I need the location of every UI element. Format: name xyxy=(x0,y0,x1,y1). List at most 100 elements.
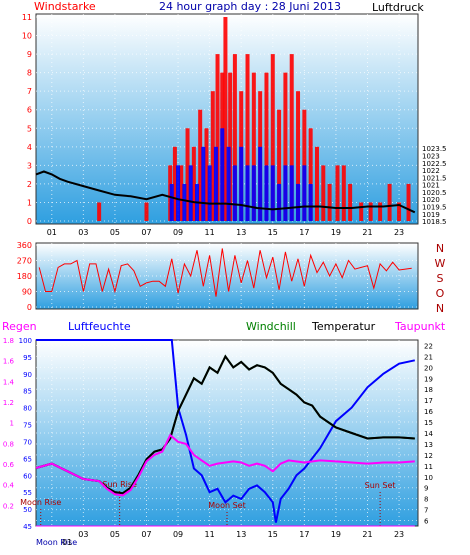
wind-bar xyxy=(397,202,402,221)
wind-direction-line xyxy=(38,248,412,297)
temp-tick-label: 20 xyxy=(424,364,433,372)
wind-tick-label: 4 xyxy=(27,143,32,152)
wind-bar xyxy=(341,165,346,221)
temp-tick-label: 21 xyxy=(424,353,433,361)
gust-bar xyxy=(302,165,307,221)
regen-tick-label: 1.6 xyxy=(3,358,15,366)
wind-bar xyxy=(210,91,215,221)
gust-bar xyxy=(188,165,193,221)
moon-rise-label: Moon Rise xyxy=(20,498,61,507)
regen-tick-label: 0.8 xyxy=(3,440,14,448)
wind-bar xyxy=(204,128,209,221)
gust-bar xyxy=(258,146,263,221)
wind-tick-label: 5 xyxy=(27,124,32,133)
pressure-line-group xyxy=(35,170,416,214)
wind-bar xyxy=(368,202,373,221)
wind-bar xyxy=(327,183,332,221)
regen-tick-label: 1.4 xyxy=(3,378,15,386)
wind-tick-label: 9 xyxy=(27,50,32,59)
regen-tick-label: 1.8 xyxy=(3,337,14,345)
regen-tick-label: 0.6 xyxy=(3,461,15,469)
temperature-x-tick-label: 03 xyxy=(78,530,88,539)
wind-bar xyxy=(179,165,184,221)
temp-tick-label: 18 xyxy=(424,386,433,394)
compass-letter: S xyxy=(437,272,444,285)
temp-tick-label: 14 xyxy=(424,430,433,438)
humidity-tick-label: 50 xyxy=(23,506,32,514)
gust-bar xyxy=(264,165,269,221)
wind-x-tick-label: 15 xyxy=(268,228,278,237)
humidity-tick-label: 75 xyxy=(23,422,32,430)
temperature-x-tick-label: 23 xyxy=(394,530,404,539)
wind-axis-label: Windstarke xyxy=(34,0,96,13)
pressure-tick-label: 1020.5 xyxy=(422,189,447,197)
wind-bar xyxy=(348,183,353,221)
regen-tick-label: 1.2 xyxy=(3,399,14,407)
temperature-x-tick-label: 17 xyxy=(299,530,309,539)
sun-rise-label: Sun Rise xyxy=(102,480,137,489)
legend-luftfeuchte: Luftfeuchte xyxy=(68,320,131,333)
temperatur-line xyxy=(35,354,415,495)
temp-tick-label: 12 xyxy=(424,452,433,460)
direction-tick-label: 90 xyxy=(22,288,32,297)
regen-tick-label: 0.2 xyxy=(3,502,14,510)
direction-tick-label: 270 xyxy=(17,257,32,266)
humidity-tick-label: 80 xyxy=(23,405,32,413)
wind-bar xyxy=(97,202,102,221)
direction-y-ticks: 0 90 180 270 360 xyxy=(17,241,32,312)
temperature-x-tick-label: 05 xyxy=(110,530,120,539)
compass-letter: O xyxy=(436,287,445,300)
wind-bar xyxy=(232,54,237,221)
humidity-tick-label: 45 xyxy=(23,523,32,531)
luftfeuchte-line xyxy=(36,339,416,523)
humidity-tick-label: 70 xyxy=(23,438,32,446)
pressure-line xyxy=(35,170,416,214)
wind-x-tick-label: 19 xyxy=(331,228,341,237)
regen-tick-label: 0.4 xyxy=(3,482,15,490)
wind-x-tick-label: 07 xyxy=(141,228,151,237)
gust-bar xyxy=(308,183,313,221)
wind-bar xyxy=(172,146,177,221)
wind-tick-label: 11 xyxy=(22,13,32,22)
humidity-tick-label: 65 xyxy=(23,455,32,463)
wind-bar xyxy=(314,146,319,221)
humidity-y-ticks: 45 50 55 60 65 70 75 80 85 90 95 100 xyxy=(19,337,32,531)
regen-tick-label: 1 xyxy=(10,420,14,428)
pressure-tick-label: 1022 xyxy=(422,167,440,175)
gust-bar xyxy=(283,165,288,221)
temp-tick-label: 7 xyxy=(424,507,428,515)
gust-bar xyxy=(239,146,244,221)
gust-bar xyxy=(220,128,225,221)
wind-tick-label: 7 xyxy=(27,87,32,96)
wind-x-tick-label: 17 xyxy=(299,228,309,237)
direction-tick-label: 0 xyxy=(27,303,32,312)
temp-y-ticks: 6 7 8 9 10 11 12 13 14 15 16 17 18 19 20 21 22 xyxy=(424,342,433,525)
temp-tick-label: 13 xyxy=(424,441,433,449)
pressure-tick-label: 1021.5 xyxy=(422,174,447,182)
wind-bar xyxy=(406,183,411,221)
direction-tick-label: 360 xyxy=(17,241,32,250)
wind-x-tick-label: 03 xyxy=(78,228,88,237)
wind-x-ticks: 01 03 05 07 09 11 13 15 17 19 21 23 xyxy=(47,228,404,237)
wind-bar xyxy=(245,54,250,221)
temp-tick-label: 11 xyxy=(424,463,433,471)
wind-bar xyxy=(198,109,203,221)
wind-tick-label: 1 xyxy=(27,198,32,207)
gust-bar xyxy=(169,183,174,221)
pressure-tick-label: 1019 xyxy=(422,211,440,219)
gust-bar xyxy=(270,165,275,221)
wind-direction-plot-area xyxy=(35,242,419,310)
moon-rise-bottom-label: Moon Rise xyxy=(36,538,77,547)
wind-x-tick-label: 21 xyxy=(362,228,372,237)
temperature-x-tick-label: 15 xyxy=(268,530,278,539)
wind-bar xyxy=(308,128,313,221)
temperature-lines xyxy=(35,339,416,527)
humidity-tick-label: 95 xyxy=(23,354,32,362)
wind-bar xyxy=(223,17,228,221)
wind-x-tick-label: 01 xyxy=(47,228,57,237)
